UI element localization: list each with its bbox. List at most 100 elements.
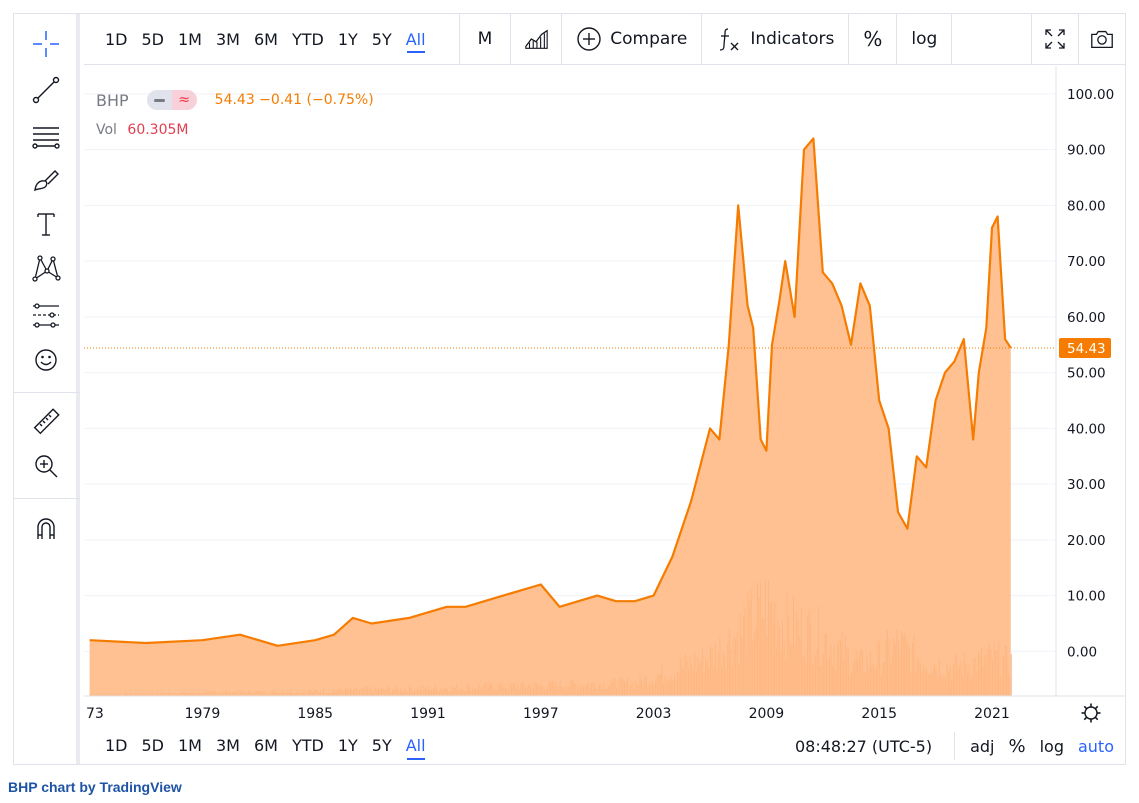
volume-label: Vol <box>96 122 117 138</box>
time-tick-label: 2015 <box>861 706 897 722</box>
range-3m[interactable]: 3M <box>215 736 240 755</box>
trend-line-tool-icon[interactable] <box>26 72 66 108</box>
drawing-toolbar <box>14 14 80 764</box>
fullscreen-icon <box>1045 29 1065 49</box>
percent-label: % <box>863 27 883 51</box>
timeframe-all[interactable]: All <box>399 14 433 65</box>
pattern-tool-icon[interactable] <box>26 250 66 286</box>
price-tick-label: 80.00 <box>1067 198 1106 214</box>
range-5y[interactable]: 5Y <box>371 736 392 755</box>
price-tick-label: 0.00 <box>1067 644 1097 660</box>
fullscreen-button[interactable] <box>1032 14 1078 65</box>
approx-series-icon[interactable]: ≈ <box>171 90 197 110</box>
timeframe-5d[interactable]: 5D <box>141 29 165 49</box>
volume-value: 60.305M <box>127 122 189 138</box>
chart-type-button[interactable] <box>511 14 561 65</box>
interval-button[interactable]: M <box>460 14 511 65</box>
timeframe-5y[interactable]: 5Y <box>371 29 392 49</box>
compare-button[interactable]: Compare <box>562 14 701 65</box>
camera-icon <box>1091 30 1113 49</box>
range-ytd[interactable]: YTD <box>291 736 324 755</box>
timeframe-1m[interactable]: 1M <box>178 29 202 49</box>
price-tick-label: 10.00 <box>1067 589 1106 605</box>
legend-toggle-pill[interactable]: ≈ <box>146 90 197 110</box>
toolbar-divider <box>951 13 953 65</box>
price-tick-label: 90.00 <box>1067 143 1106 159</box>
price-tick-label: 20.00 <box>1067 533 1106 549</box>
auto-scale-toggle[interactable]: auto <box>1077 736 1114 756</box>
fib-retracement-tool-icon[interactable] <box>26 118 66 154</box>
range-1d[interactable]: 1D <box>105 736 128 755</box>
zoom-in-icon[interactable] <box>26 448 66 484</box>
range-1y[interactable]: 1Y <box>337 736 358 755</box>
clock-display[interactable]: 08:48:27 (UTC-5) <box>794 736 933 756</box>
timeframe-ytd[interactable]: YTD <box>291 29 324 49</box>
compare-label: Compare <box>610 29 688 49</box>
ruler-measure-icon[interactable] <box>26 404 66 440</box>
range-6m[interactable]: 6M <box>253 736 278 755</box>
bottom-toolbar: 1D 5D 1M 3M 6M YTD 1Y 5Y All 08:48:27 (U… <box>84 728 1125 764</box>
time-tick-label: 1991 <box>410 706 446 722</box>
price-tick-label: 40.00 <box>1067 421 1106 437</box>
last-price-label: 54.43 <box>1067 341 1106 357</box>
toolbar-divider <box>14 392 80 393</box>
range-all[interactable]: All <box>399 728 433 764</box>
volume-bar <box>1010 654 1012 696</box>
chart-widget: 1D 5D 1M 3M 6M YTD 1Y 5Y All M Compare I… <box>13 13 1126 765</box>
price-tick-label: 60.00 <box>1067 310 1106 326</box>
adjust-toggle[interactable]: adj <box>970 736 995 756</box>
toolbar-divider <box>458 13 460 65</box>
log-scale-button[interactable]: log <box>897 14 951 65</box>
forecast-tool-icon[interactable] <box>26 298 66 334</box>
series-legend: BHP ≈ 54.43 −0.41 (−0.75%) <box>96 90 374 110</box>
log-label: log <box>911 29 938 49</box>
price-tick-label: 50.00 <box>1067 366 1106 382</box>
function-fx-icon <box>720 28 739 51</box>
price-tick-label: 100.00 <box>1067 87 1114 103</box>
area-chart-icon <box>525 29 548 49</box>
price-chart[interactable]: 100.00 90.00 80.00 70.00 60.00 50.00 40.00 30.0… <box>84 66 1125 728</box>
text-tool-icon[interactable] <box>26 206 66 242</box>
percent-toggle[interactable]: % <box>1008 735 1026 757</box>
crosshair-tool-icon[interactable] <box>26 26 66 62</box>
timeframe-6m[interactable]: 6M <box>253 29 278 49</box>
time-tick-label: 1985 <box>297 706 333 722</box>
emoji-tool-icon[interactable] <box>26 342 66 378</box>
toolbar-divider <box>14 498 80 499</box>
timeframe-3m[interactable]: 3M <box>215 29 240 49</box>
interval-label: M <box>477 29 493 49</box>
toolbar-divider <box>1031 13 1032 65</box>
toolbar-divider <box>701 13 703 65</box>
top-toolbar: 1D 5D 1M 3M 6M YTD 1Y 5Y All M Compare I… <box>84 13 1125 65</box>
timeframe-1d[interactable]: 1D <box>105 29 128 49</box>
time-tick-label: 73 <box>86 706 104 722</box>
toolbar-divider <box>561 13 563 65</box>
indicators-button[interactable]: Indicators <box>702 14 848 65</box>
brush-tool-icon[interactable] <box>26 162 66 198</box>
timeframe-1y[interactable]: 1Y <box>337 29 358 49</box>
percent-scale-button[interactable]: % <box>849 14 896 65</box>
range-5d[interactable]: 5D <box>141 736 165 755</box>
plus-circle-icon <box>577 27 601 51</box>
last-price-tag <box>1059 337 1111 358</box>
volume-legend: Vol 60.305M <box>96 122 188 138</box>
attribution-link[interactable]: BHP chart by TradingView <box>8 779 182 795</box>
toolbar-divider <box>954 732 956 760</box>
symbol-label[interactable]: BHP <box>96 90 129 110</box>
time-tick-label: 2003 <box>636 706 672 722</box>
price-tick-label: 70.00 <box>1067 254 1106 270</box>
price-area-fill <box>89 138 1011 696</box>
toolbar-divider <box>510 13 512 65</box>
settings-gear-icon[interactable] <box>1081 703 1101 723</box>
magnet-icon[interactable] <box>26 510 66 546</box>
price-change-text: 54.43 −0.41 (−0.75%) <box>214 92 374 108</box>
hide-series-icon[interactable] <box>147 90 172 110</box>
range-1m[interactable]: 1M <box>178 736 202 755</box>
screenshot-button[interactable] <box>1079 14 1125 65</box>
toolbar-divider <box>848 13 850 65</box>
price-line[interactable] <box>89 137 1012 647</box>
log-toggle[interactable]: log <box>1039 736 1064 756</box>
time-tick-label: 1997 <box>523 706 559 722</box>
toolbar-divider <box>896 13 898 65</box>
toolbar-divider <box>1078 13 1079 65</box>
